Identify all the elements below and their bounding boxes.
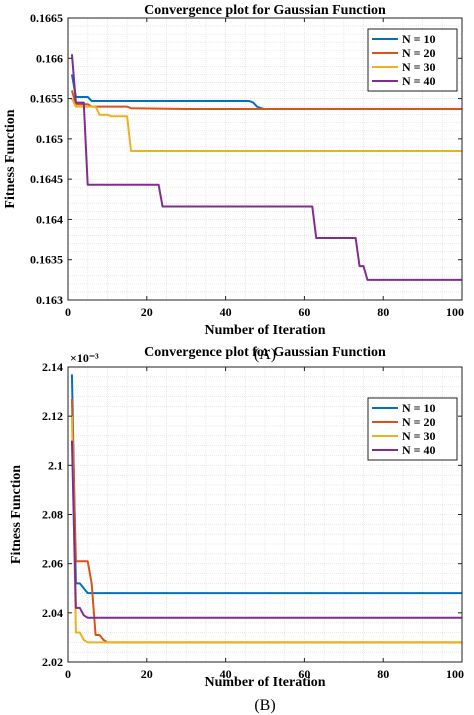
- y-tick-label: 2.06: [42, 557, 63, 571]
- legend-entry: N = 30: [402, 429, 436, 443]
- x-tick-label: 80: [377, 667, 389, 681]
- y-tick-label: 0.1635: [30, 253, 63, 267]
- series-line-n=30: [71, 98, 462, 152]
- x-tick-label: 40: [220, 667, 232, 681]
- y-tick-label: 2.04: [42, 606, 63, 620]
- x-tick-label: 0: [65, 667, 71, 681]
- grid: [67, 17, 463, 301]
- legend-entry: N = 20: [402, 415, 436, 429]
- x-axis-label: Number of Iteration: [204, 675, 325, 690]
- axis-frame: [67, 17, 463, 301]
- y-tick-label: 0.166: [36, 51, 63, 65]
- y-tick-label: 2.08: [42, 508, 63, 522]
- y-tick-label: 0.1645: [30, 172, 63, 186]
- x-tick-label: 20: [141, 667, 153, 681]
- x-tick-label: 40: [220, 305, 232, 319]
- legend-entry: N = 30: [402, 60, 436, 74]
- chart-2: 0 20 40 60 80 100 2.02 2.04 2.06 2.08 2.1 2.12 2.14 C…: [9, 345, 464, 714]
- y-axis-label: Fitness Function: [3, 109, 18, 208]
- y-tick-label: 0.165: [36, 132, 63, 146]
- chart-title: Convergence plot for Gaussian Function: [144, 345, 386, 360]
- series-line-n=40: [70, 54, 462, 281]
- x-tick-label: 60: [298, 667, 310, 681]
- y-tick-label: 0.163: [36, 293, 63, 307]
- y-scale-note: ×10⁻³: [70, 351, 99, 365]
- panel-label: (B): [254, 697, 275, 714]
- x-tick-label: 20: [141, 305, 153, 319]
- x-tick-label: 0: [65, 305, 71, 319]
- series-line-n=30: [70, 416, 462, 644]
- y-axis-label: Fitness Function: [9, 465, 24, 564]
- y-tick-label: 0.1665: [30, 11, 63, 25]
- legend-entry: N = 20: [402, 46, 436, 60]
- y-tick-label: 2.14: [42, 360, 63, 374]
- legend-entry: N = 10: [402, 401, 436, 415]
- x-tick-label: 100: [446, 667, 464, 681]
- x-tick-label: 100: [446, 305, 464, 319]
- series-line-n=20: [70, 90, 462, 111]
- chart-title: Convergence plot for Gaussian Function: [144, 3, 386, 18]
- x-tick-label: 60: [298, 305, 310, 319]
- legend-entry: N = 40: [402, 443, 436, 457]
- y-tick-label: 0.164: [36, 212, 63, 226]
- legend: N = 10N = 20N = 30N = 40: [367, 28, 458, 92]
- x-axis-label: Number of Iteration: [204, 323, 325, 338]
- legend-entry: N = 10: [402, 32, 436, 46]
- chart-1: 0 20 40 60 80 100 0.163 0.1635 0.164 0.1645 0.165 0…: [3, 3, 464, 363]
- series-line-n=40: [70, 440, 462, 619]
- panel-label: (A): [254, 346, 276, 363]
- legend: N = 10N = 20N = 30N = 40: [367, 397, 458, 461]
- y-tick-label: 2.1: [48, 458, 63, 472]
- y-tick-label: 0.1655: [30, 92, 63, 106]
- x-tick-label: 80: [377, 305, 389, 319]
- y-tick-label: 2.12: [42, 409, 63, 423]
- y-tick-label: 2.02: [42, 655, 63, 669]
- legend-entry: N = 40: [402, 74, 436, 88]
